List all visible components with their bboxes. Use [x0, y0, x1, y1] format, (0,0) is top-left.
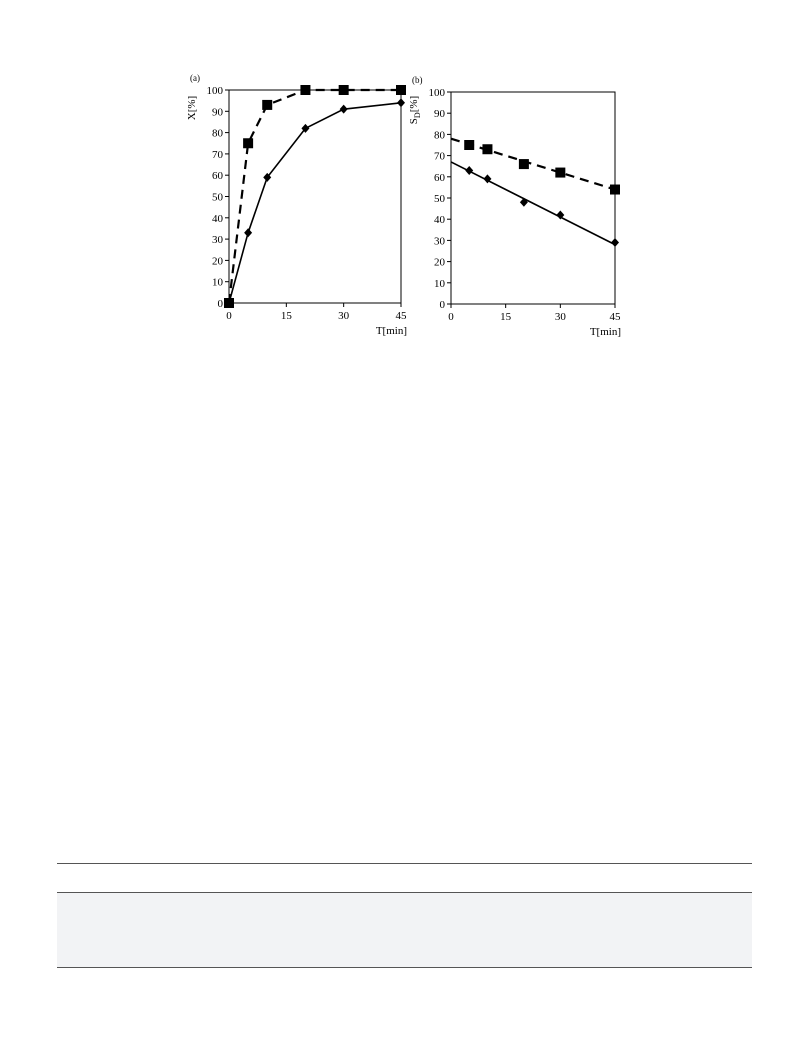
panel-a-diamond-point	[301, 123, 310, 133]
panel-b-y-tick-label: 80	[434, 129, 446, 141]
panel-a-y-tick-label: 10	[212, 277, 224, 289]
panel-b-square-point	[518, 159, 529, 170]
panel-b-x-tick-label: 15	[500, 311, 512, 323]
panel-a-y-tick-label: 0	[218, 298, 224, 310]
panel-a-diamond-point	[339, 104, 348, 114]
panel-b-y-tick-label: 10	[434, 278, 446, 290]
panel-a-y-tick-label: 30	[212, 234, 224, 246]
panel-b-diamond-point	[483, 174, 492, 184]
panel-b-y-axis-label-main: S	[408, 118, 420, 124]
panel-b-y-tick-label: 50	[434, 193, 446, 205]
panel-a-diamond-point	[225, 298, 233, 308]
panel-a-square-point	[396, 85, 406, 95]
panel-b-diamond-point	[519, 197, 528, 207]
panel-b-square-point	[610, 184, 620, 195]
panel-b-diamond-point	[611, 238, 619, 248]
figure: 0 10 20 30 40 50 60 70 80 90 100 0 15 30 45 T[min] (a) X[…	[0, 0, 793, 360]
panel-a-x-tick-label: 30	[338, 310, 350, 322]
panel-a-series-square-line	[227, 88, 401, 304]
table-header-row	[57, 864, 752, 892]
panel-a-diamond-point	[244, 228, 253, 238]
table-body-row	[57, 893, 752, 967]
panel-a-y-tick-label: 20	[212, 255, 224, 267]
panel-b-square-point	[555, 167, 566, 178]
panel-b-y-tick-label: 0	[440, 299, 446, 311]
panel-b-series-square-line	[450, 137, 616, 191]
panel-b-y-tick-label: 40	[434, 214, 446, 226]
table-top-rule	[57, 863, 752, 864]
panel-a-y-axis-label-main: X[%]	[186, 96, 198, 120]
panel-b-x-axis-label: T[min]	[590, 326, 621, 338]
panel-a-y-axis-label: X[%]	[186, 96, 198, 120]
panel-a-diamond-point	[263, 172, 272, 182]
panel-a-y-tick-label: 90	[212, 106, 224, 118]
panel-a-y-tick-label: 80	[212, 128, 224, 140]
panel-b-x-tick-label: 45	[610, 311, 622, 323]
panel-a-y-tick-label: 60	[212, 170, 224, 182]
panel-a-square-point	[300, 85, 311, 95]
table-bottom-rule	[57, 967, 752, 968]
panel-b-y-tick-label: 30	[434, 235, 446, 247]
panel-b-y-axis-label-sub: D	[413, 112, 422, 118]
panel-b-frame	[450, 91, 616, 305]
panel-b-y-axis-label: SD[%]	[408, 96, 422, 124]
panel-a-x-axis-label: T[min]	[376, 325, 407, 337]
panel-a-series-diamond-line	[228, 101, 402, 304]
panel-a-y-tick-label: 100	[207, 85, 224, 97]
panel-a-label: (a)	[190, 73, 200, 83]
panel-b-label: (b)	[412, 75, 423, 85]
panel-a-square-point	[243, 138, 254, 149]
panel-b-diamond-point	[556, 210, 565, 220]
table-header-rule	[57, 892, 752, 893]
panel-b-y-tick-label: 90	[434, 108, 446, 120]
panel-b-x-tick-label: 30	[555, 311, 567, 323]
panel-a-frame	[228, 89, 402, 304]
panel-b-y-axis-label-suffix: [%]	[408, 96, 420, 113]
panel-a-square-point	[338, 85, 349, 95]
panel-b-y-tick-label: 60	[434, 172, 446, 184]
panel-a-diamond-point	[397, 98, 405, 108]
panel-b-series-diamond-line	[450, 161, 616, 246]
panel-b-square-point	[482, 144, 493, 155]
panel-b-y-tick-label: 100	[429, 87, 446, 99]
panel-b-x-tick-label: 0	[448, 311, 454, 323]
panel-a-x-tick-label: 0	[226, 310, 232, 322]
panel-b-square-point	[464, 140, 475, 150]
panel-a-x-tick-label: 45	[396, 310, 408, 322]
panel-a-y-tick-label: 50	[212, 192, 224, 204]
panel-a-x-tick-label: 15	[281, 310, 293, 322]
panel-b-y-tick-label: 20	[434, 257, 446, 269]
panel-b-diamond-point	[465, 165, 474, 175]
panel-b-y-tick-label: 70	[434, 151, 446, 163]
panel-a-y-tick-label: 40	[212, 213, 224, 225]
panel-a-square-point	[262, 99, 273, 110]
panel-a-y-tick-label: 70	[212, 149, 224, 161]
